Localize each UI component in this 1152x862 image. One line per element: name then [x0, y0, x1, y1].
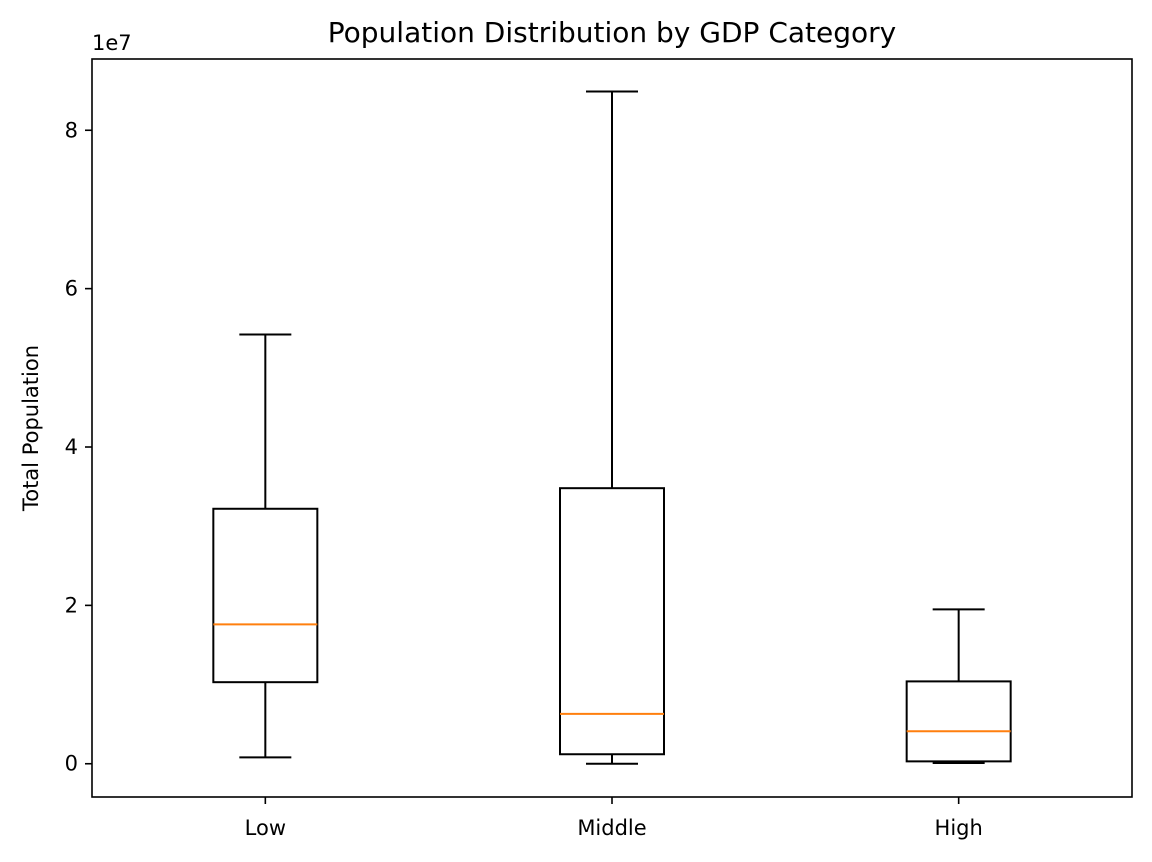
box-low — [212, 507, 319, 684]
y-tick-label: 0 — [65, 752, 78, 776]
plot-area: 0 2 4 6 8 Low Middle High — [65, 90, 1012, 840]
y-tick-label: 6 — [65, 277, 78, 301]
y-offset-label: 1e7 — [92, 31, 132, 55]
chart-title: Population Distribution by GDP Category — [328, 16, 896, 49]
y-tick-label: 4 — [65, 435, 78, 459]
box-middle — [559, 487, 665, 756]
x-tick-label: High — [935, 816, 983, 840]
axes-frame — [91, 58, 1133, 798]
y-tick-label: 8 — [65, 118, 78, 142]
y-axis-label: Total Population — [19, 345, 43, 512]
x-tick-label: Middle — [577, 816, 646, 840]
x-tick-label: Low — [245, 816, 286, 840]
box-high — [905, 680, 1012, 763]
y-tick-label: 2 — [65, 593, 78, 617]
